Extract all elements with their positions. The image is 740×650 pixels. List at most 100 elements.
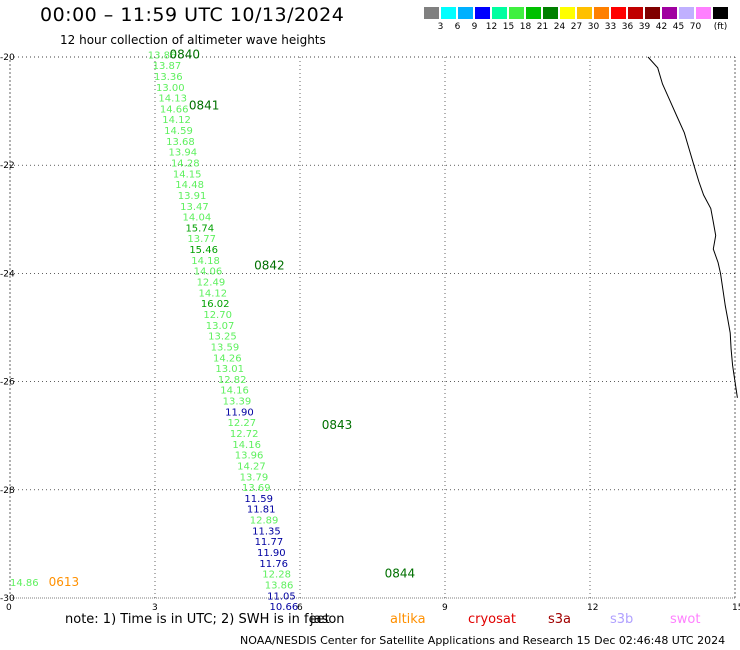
legend-label: 6 bbox=[454, 22, 461, 32]
legend-swatch bbox=[423, 6, 440, 20]
y-tick-label: -30 bbox=[0, 594, 15, 604]
swh-value: 13.36 bbox=[154, 72, 183, 83]
swh-value: 13.59 bbox=[211, 342, 240, 353]
time-label: 0844 bbox=[385, 567, 416, 581]
swh-value: 11.35 bbox=[252, 526, 281, 537]
legend-swatch bbox=[508, 6, 525, 20]
swh-value: 16.02 bbox=[201, 299, 230, 310]
page-title: 00:00 – 11:59 UTC 10/13/2024 bbox=[40, 4, 345, 26]
legend-swatch bbox=[627, 6, 644, 20]
x-tick-label: 15 bbox=[732, 603, 740, 613]
footer-note: note: 1) Time is in UTC; 2) SWH is in fe… bbox=[65, 612, 330, 627]
swh-value: 13.96 bbox=[235, 451, 264, 462]
time-label: 0840 bbox=[170, 47, 201, 61]
time-label: 0843 bbox=[322, 418, 353, 432]
legend-swatch bbox=[440, 6, 457, 20]
time-label: 0613 bbox=[49, 575, 80, 589]
track-points: 13.8613.8713.3613.0014.1314.6614.1214.59… bbox=[10, 50, 298, 613]
legend-swatch bbox=[712, 6, 729, 20]
legend-label: (ft) bbox=[713, 22, 728, 32]
swh-value: 14.16 bbox=[232, 440, 261, 451]
legend-swatch bbox=[644, 6, 661, 20]
swh-value: 14.04 bbox=[183, 213, 212, 224]
swh-value: 13.86 bbox=[148, 50, 177, 61]
swh-value: 14.12 bbox=[162, 115, 191, 126]
x-tick-label: 3 bbox=[152, 603, 158, 613]
legend-swatch bbox=[542, 6, 559, 20]
swh-value: 13.00 bbox=[156, 83, 185, 94]
swh-value: 10.66 bbox=[270, 602, 299, 613]
swh-value: 14.18 bbox=[191, 256, 220, 267]
swh-value: 12.28 bbox=[262, 570, 291, 581]
satellite-legend-s3b: s3b bbox=[610, 612, 634, 627]
x-tick-label: 12 bbox=[587, 603, 598, 613]
swh-value: 15.74 bbox=[185, 223, 214, 234]
swh-value: 13.77 bbox=[187, 234, 216, 245]
swh-value: 12.70 bbox=[203, 310, 232, 321]
legend-swatch bbox=[559, 6, 576, 20]
legend-label: 27 bbox=[570, 22, 583, 32]
map-grid bbox=[9, 56, 736, 599]
swh-value: 13.39 bbox=[223, 397, 252, 408]
legend-label: 24 bbox=[553, 22, 566, 32]
swh-value: 13.87 bbox=[153, 61, 182, 72]
legend-label: 30 bbox=[587, 22, 600, 32]
swh-value: 14.27 bbox=[237, 461, 266, 472]
swh-value: 14.13 bbox=[158, 94, 187, 105]
legend-label: 18 bbox=[519, 22, 532, 32]
coastline-path bbox=[647, 56, 738, 398]
swh-value: 12.89 bbox=[250, 516, 279, 527]
swh-value: 11.77 bbox=[255, 537, 284, 548]
legend-label: 33 bbox=[604, 22, 617, 32]
legend-label: 39 bbox=[638, 22, 651, 32]
swh-value: 11.76 bbox=[259, 559, 288, 570]
swh-value: 12.49 bbox=[197, 278, 226, 289]
swh-value: 13.01 bbox=[215, 364, 244, 375]
legend-swatch bbox=[525, 6, 542, 20]
coastline bbox=[647, 56, 738, 398]
legend-swatch bbox=[457, 6, 474, 20]
time-label: 0842 bbox=[254, 258, 285, 272]
legend-label: 42 bbox=[655, 22, 668, 32]
swh-value: 14.16 bbox=[220, 386, 249, 397]
color-legend bbox=[423, 6, 729, 20]
legend-swatch bbox=[576, 6, 593, 20]
map-frame bbox=[9, 56, 736, 599]
swh-value: 14.06 bbox=[194, 267, 223, 278]
satellite-legend-swot: swot bbox=[670, 612, 701, 627]
swh-value: 12.72 bbox=[230, 429, 259, 440]
legend-swatch bbox=[610, 6, 627, 20]
swh-value: 14.66 bbox=[160, 104, 189, 115]
legend-label: 21 bbox=[536, 22, 549, 32]
legend-swatch bbox=[491, 6, 508, 20]
swh-value: 14.12 bbox=[199, 288, 228, 299]
swh-value: 12.82 bbox=[218, 375, 247, 386]
x-tick-label: 9 bbox=[442, 603, 448, 613]
y-tick-label: -28 bbox=[0, 486, 15, 496]
swh-value: 14.26 bbox=[213, 353, 242, 364]
swh-value: 13.07 bbox=[206, 321, 235, 332]
swh-value: 13.47 bbox=[180, 202, 209, 213]
swh-value: 13.79 bbox=[240, 472, 269, 483]
swh-value: 12.27 bbox=[228, 418, 257, 429]
time-label: 0841 bbox=[189, 99, 220, 113]
legend-label: 36 bbox=[621, 22, 634, 32]
swh-value: 14.48 bbox=[175, 180, 204, 191]
satellite-legend-altika: altika bbox=[390, 612, 426, 627]
swh-value: 11.90 bbox=[225, 407, 254, 418]
swh-value: 14.15 bbox=[173, 169, 202, 180]
legend-swatch bbox=[695, 6, 712, 20]
time-labels: 0840 0841 0842 0843 0844 0613 bbox=[49, 47, 415, 588]
swh-value: 14.59 bbox=[164, 126, 193, 137]
legend-label: 3 bbox=[437, 22, 444, 32]
swh-value: 11.90 bbox=[257, 548, 286, 559]
y-tick-label: -20 bbox=[0, 53, 15, 63]
legend-swatch bbox=[593, 6, 610, 20]
satellite-legend-jason: jason bbox=[310, 612, 345, 627]
legend-label: 12 bbox=[485, 22, 498, 32]
page-subtitle: 12 hour collection of altimeter wave hei… bbox=[60, 33, 326, 47]
legend-label: 9 bbox=[471, 22, 478, 32]
swh-value: 11.81 bbox=[247, 505, 276, 516]
swh-value: 13.86 bbox=[265, 580, 294, 591]
